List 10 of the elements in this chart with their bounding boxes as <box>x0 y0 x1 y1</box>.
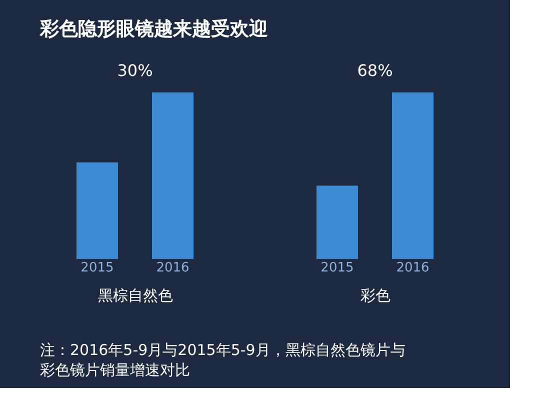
text: 30% <box>117 61 153 80</box>
x-tick-label: 2016 <box>156 260 190 276</box>
chart-title: 彩色隐形眼镜越来越受欢迎 <box>39 18 268 40</box>
text: 68% <box>357 61 393 80</box>
x-axis-title: 彩色 <box>360 286 390 304</box>
x-tick-label: 2015 <box>80 260 114 276</box>
x-tick-label: 2015 <box>320 260 354 276</box>
x-axis-title: 黑棕自然色 <box>98 286 173 304</box>
text: 注：2016年5-9月与2015年5-9月，黑棕自然色镜片与彩色镜片销量增速对比 <box>40 341 406 379</box>
x-tick-label: 2016 <box>396 260 430 276</box>
